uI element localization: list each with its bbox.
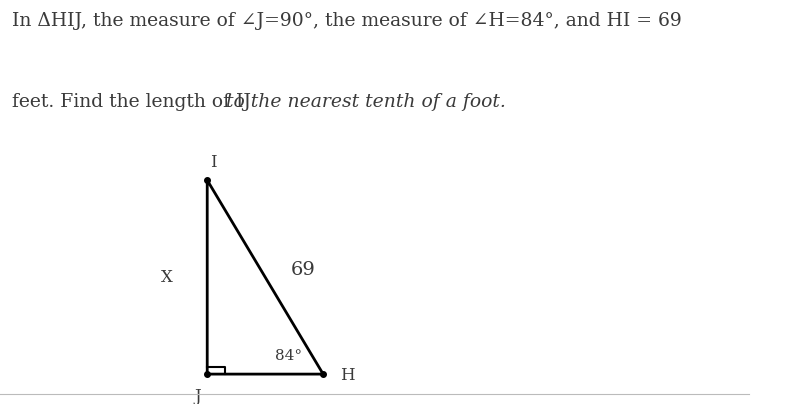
Text: 84°: 84°: [275, 349, 302, 364]
Text: X: X: [161, 269, 173, 286]
Text: I: I: [210, 154, 216, 171]
Text: H: H: [340, 366, 355, 383]
Text: feet. Find the length of IJ: feet. Find the length of IJ: [12, 93, 257, 111]
Text: In ΔHIJ, the measure of ∠J=90°, the measure of ∠H=84°, and HI = 69: In ΔHIJ, the measure of ∠J=90°, the meas…: [12, 12, 681, 30]
Text: 69: 69: [291, 261, 316, 279]
Text: J: J: [194, 388, 202, 404]
Text: to the nearest tenth of a foot.: to the nearest tenth of a foot.: [226, 93, 505, 111]
